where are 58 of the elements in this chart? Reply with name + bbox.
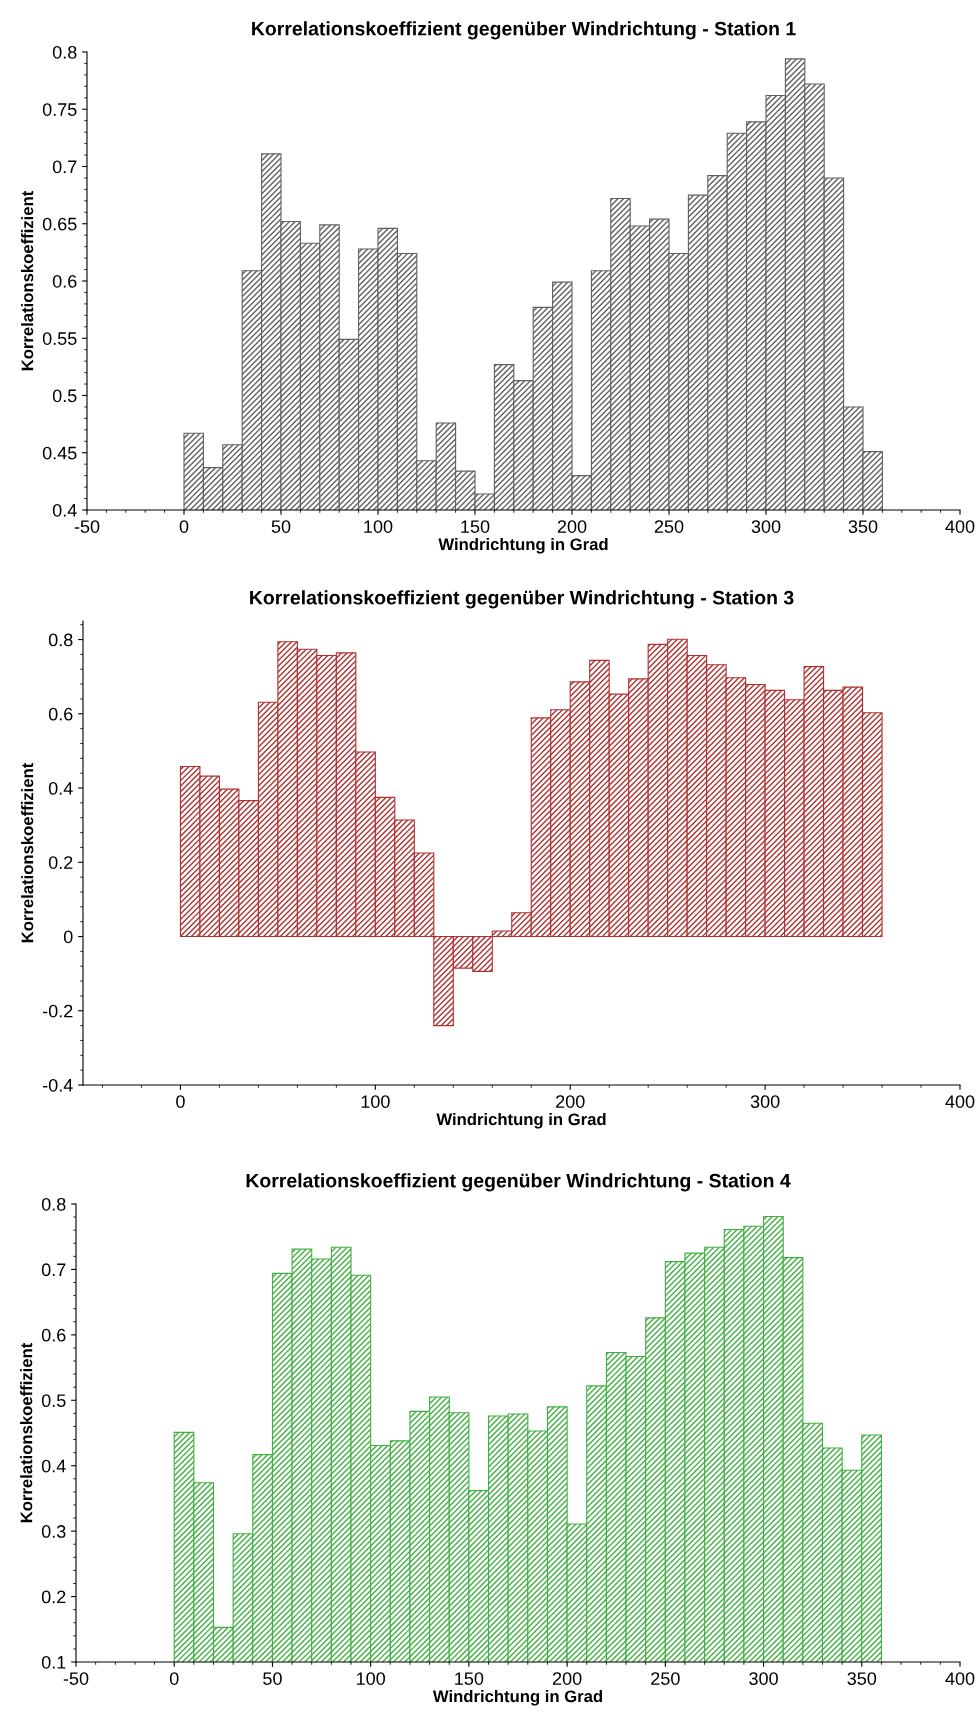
y-tick-label: 0.6 [52, 274, 77, 288]
y-tick-label: 0.5 [52, 389, 77, 403]
chart-title: Korrelationskoeffizient gegenüber Windrichtung - Station 3 [250, 590, 794, 609]
y-axis-title: Korrelationskoeffizient [21, 762, 34, 943]
y-tick-label: -0.2 [42, 1004, 73, 1018]
y-tick-label: 0.8 [48, 633, 73, 647]
x-tick-label: 50 [271, 520, 291, 533]
y-tick-label: 0.2 [41, 1590, 66, 1604]
x-tick-label: 250 [651, 1672, 680, 1685]
x-tick-label: 200 [556, 1095, 585, 1108]
x-tick-label: 150 [461, 520, 490, 533]
x-tick-label: 350 [847, 1672, 877, 1685]
y-tick-label: 0.65 [42, 217, 77, 231]
x-tick-label: 100 [356, 1672, 386, 1685]
x-axis-title: Windrichtung in Grad [432, 1689, 603, 1706]
y-tick-label: 0.6 [48, 707, 73, 721]
x-tick-label: 250 [654, 520, 684, 533]
y-tick-label: 0.4 [48, 781, 73, 795]
y-tick-label: 0.45 [42, 446, 77, 460]
x-tick-label: 150 [455, 1672, 484, 1685]
y-tick-label: 0.8 [52, 45, 77, 59]
y-tick-label: 0.55 [42, 332, 77, 345]
x-tick-label: 100 [364, 520, 393, 533]
x-tick-label: 300 [750, 1095, 780, 1108]
y-tick-label: 0.1 [41, 1655, 66, 1669]
y-tick-label: 0.75 [42, 103, 77, 116]
x-axis-title: Windrichtung in Grad [438, 537, 608, 554]
chart-title: Korrelationskoeffizient gegenüber Windrichtung - Station 1 [252, 21, 796, 40]
y-tick-label: 0.5 [41, 1394, 66, 1408]
x-tick-label: 100 [361, 1095, 390, 1108]
x-tick-label: -50 [63, 1672, 89, 1685]
x-tick-label: 300 [751, 520, 781, 533]
x-tick-label: 50 [263, 1672, 282, 1685]
y-tick-label: 0.2 [48, 856, 73, 869]
x-tick-label: 400 [945, 1672, 975, 1685]
x-tick-label: 300 [749, 1672, 778, 1685]
x-tick-label: 0 [179, 520, 189, 533]
x-tick-label: -50 [74, 520, 100, 533]
x-tick-label: 350 [848, 520, 878, 533]
y-tick-label: 0.3 [41, 1525, 66, 1538]
y-tick-label: 0.8 [41, 1197, 66, 1211]
chart-title: Korrelationskoeffizient gegenüber Windrichtung - Station 4 [246, 1173, 791, 1192]
y-tick-label: 0 [63, 930, 73, 944]
x-tick-label: 0 [176, 1095, 185, 1108]
x-tick-label: 200 [557, 520, 587, 533]
x-tick-label: 0 [169, 1672, 179, 1685]
x-tick-label: 200 [552, 1672, 582, 1685]
y-tick-label: 0.4 [41, 1459, 66, 1473]
x-tick-label: 400 [945, 520, 975, 533]
y-tick-label: -0.4 [42, 1078, 73, 1092]
y-tick-label: 0.7 [41, 1263, 66, 1277]
y-tick-label: 0.7 [52, 160, 77, 174]
y-tick-label: 0.6 [41, 1328, 66, 1342]
y-tick-label: 0.4 [52, 503, 77, 517]
y-axis-title: Korrelationskoeffizient [20, 1342, 33, 1523]
x-tick-label: 400 [945, 1095, 975, 1108]
x-axis-title: Windrichtung in Grad [436, 1112, 606, 1129]
y-axis-title: Korrelationskoeffizient [21, 190, 34, 371]
